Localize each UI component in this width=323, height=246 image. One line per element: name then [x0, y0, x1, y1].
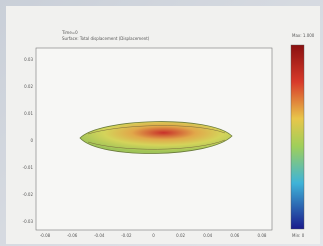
- y-tick-label: 0.03: [24, 57, 33, 62]
- plot-subtitle: Surface: Total displacement (Displacemen…: [62, 36, 150, 41]
- y-tick-label: 0.01: [24, 111, 33, 116]
- colorbar-min: Min: 0: [292, 233, 305, 238]
- y-tick-label: 0.02: [24, 84, 33, 89]
- plot-title: Time=0: [61, 30, 78, 35]
- screen-photo: Time=0 Surface: Total displacement (Disp…: [0, 0, 323, 246]
- colorbar: [291, 45, 304, 229]
- y-tick-label: -0.01: [23, 165, 34, 170]
- x-tick-label: 0.08: [258, 233, 267, 238]
- x-tick-label: -0.08: [40, 233, 51, 238]
- x-tick-label: -0.04: [94, 233, 105, 238]
- x-tick-label: 0.02: [176, 233, 185, 238]
- x-tick-label: 0.04: [203, 233, 212, 238]
- x-tick-label: 0: [152, 233, 155, 238]
- x-tick-label: 0.06: [230, 233, 239, 238]
- y-tick-label: -0.03: [23, 219, 34, 224]
- x-tick-label: -0.02: [121, 233, 132, 238]
- y-tick-label: -0.02: [23, 192, 34, 197]
- x-tick-label: -0.06: [67, 233, 78, 238]
- colorbar-max: Max: 1.000: [292, 33, 315, 38]
